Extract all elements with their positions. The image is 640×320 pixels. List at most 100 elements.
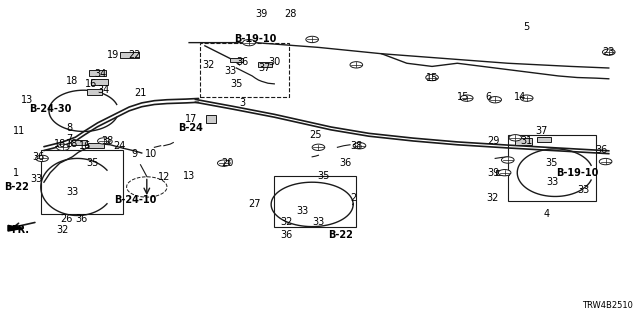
Text: 27: 27 xyxy=(248,199,260,209)
Text: 15: 15 xyxy=(458,92,470,101)
Text: 34: 34 xyxy=(95,69,107,79)
Text: 14: 14 xyxy=(515,92,527,101)
Text: 33: 33 xyxy=(66,187,79,197)
Text: 32: 32 xyxy=(202,60,214,70)
Bar xyxy=(508,135,596,201)
Text: 33: 33 xyxy=(312,217,324,227)
Text: 16: 16 xyxy=(85,79,97,89)
Text: 29: 29 xyxy=(488,136,500,146)
Bar xyxy=(200,43,289,97)
Circle shape xyxy=(56,144,69,150)
Circle shape xyxy=(599,158,612,165)
Text: 11: 11 xyxy=(13,126,25,136)
Text: 31: 31 xyxy=(520,136,533,146)
Bar xyxy=(89,70,106,76)
Text: B-19-10: B-19-10 xyxy=(234,35,276,44)
Circle shape xyxy=(520,95,533,101)
Bar xyxy=(258,62,272,68)
Circle shape xyxy=(350,62,363,68)
Text: 24: 24 xyxy=(113,141,126,151)
Text: 39: 39 xyxy=(255,9,268,19)
Text: 38: 38 xyxy=(101,136,113,146)
Text: 32: 32 xyxy=(57,225,69,235)
Text: 36: 36 xyxy=(595,146,607,156)
Bar xyxy=(120,52,139,59)
Text: 36: 36 xyxy=(339,158,352,168)
Text: 15: 15 xyxy=(426,73,438,83)
Text: 36: 36 xyxy=(281,229,293,240)
Text: 32: 32 xyxy=(281,217,293,227)
Text: 37: 37 xyxy=(535,126,547,136)
Text: 33: 33 xyxy=(224,66,236,76)
Bar xyxy=(515,139,532,145)
Text: 1: 1 xyxy=(12,168,19,178)
Text: 36: 36 xyxy=(32,152,44,162)
Text: 21: 21 xyxy=(134,88,147,98)
Text: 10: 10 xyxy=(145,149,157,159)
Circle shape xyxy=(218,160,230,166)
Text: 39: 39 xyxy=(488,168,500,178)
Text: 33: 33 xyxy=(30,174,42,184)
Text: 35: 35 xyxy=(86,158,99,168)
Text: 22: 22 xyxy=(128,50,140,60)
Text: 13: 13 xyxy=(20,95,33,105)
Circle shape xyxy=(306,36,319,43)
Text: B-24: B-24 xyxy=(179,123,204,133)
Text: 33: 33 xyxy=(577,185,589,195)
Text: 5: 5 xyxy=(524,22,530,32)
Text: 12: 12 xyxy=(157,172,170,182)
Text: 36: 36 xyxy=(76,214,88,224)
Circle shape xyxy=(312,144,324,150)
Text: 6: 6 xyxy=(486,92,492,101)
Text: 36: 36 xyxy=(237,57,249,67)
Text: B-22: B-22 xyxy=(328,229,353,240)
Bar xyxy=(86,89,102,95)
Text: 17: 17 xyxy=(185,114,197,124)
Text: 19: 19 xyxy=(108,50,120,60)
Circle shape xyxy=(509,135,522,141)
Bar xyxy=(497,170,509,175)
Text: 7: 7 xyxy=(66,134,72,144)
Text: 38: 38 xyxy=(350,141,362,151)
Polygon shape xyxy=(8,225,23,231)
Bar xyxy=(88,143,104,148)
Bar xyxy=(275,176,356,227)
Text: 25: 25 xyxy=(309,130,321,140)
Text: 34: 34 xyxy=(98,85,110,95)
Bar xyxy=(207,115,216,123)
Text: 18: 18 xyxy=(66,139,79,149)
Text: 3: 3 xyxy=(239,98,246,108)
Circle shape xyxy=(97,138,110,144)
Text: TRW4B2510: TRW4B2510 xyxy=(582,301,633,310)
Text: B-24-10: B-24-10 xyxy=(115,195,157,205)
Circle shape xyxy=(502,157,514,163)
Text: B-22: B-22 xyxy=(4,182,29,192)
Bar xyxy=(230,58,243,62)
Text: FR.: FR. xyxy=(12,225,29,235)
Text: 13: 13 xyxy=(183,171,195,181)
Text: 35: 35 xyxy=(317,171,330,181)
Text: 23: 23 xyxy=(603,47,615,57)
Text: 32: 32 xyxy=(486,193,498,203)
Text: 33: 33 xyxy=(546,177,558,187)
Text: 33: 33 xyxy=(296,206,309,216)
Text: B-19-10: B-19-10 xyxy=(556,168,598,178)
Text: 30: 30 xyxy=(268,57,280,67)
Text: 9: 9 xyxy=(131,149,137,159)
Circle shape xyxy=(489,97,502,103)
Text: B-24-30: B-24-30 xyxy=(29,104,72,114)
Circle shape xyxy=(460,95,473,101)
Text: 35: 35 xyxy=(230,79,243,89)
Circle shape xyxy=(353,142,366,149)
Circle shape xyxy=(36,155,49,162)
Circle shape xyxy=(499,170,511,176)
Circle shape xyxy=(426,74,438,81)
Bar xyxy=(538,137,551,142)
Bar xyxy=(91,79,108,85)
Text: 28: 28 xyxy=(284,9,296,19)
Text: 18: 18 xyxy=(54,139,66,149)
Text: 8: 8 xyxy=(66,123,72,133)
Bar xyxy=(41,150,123,214)
Text: 18: 18 xyxy=(66,76,79,86)
Text: 20: 20 xyxy=(221,158,233,168)
